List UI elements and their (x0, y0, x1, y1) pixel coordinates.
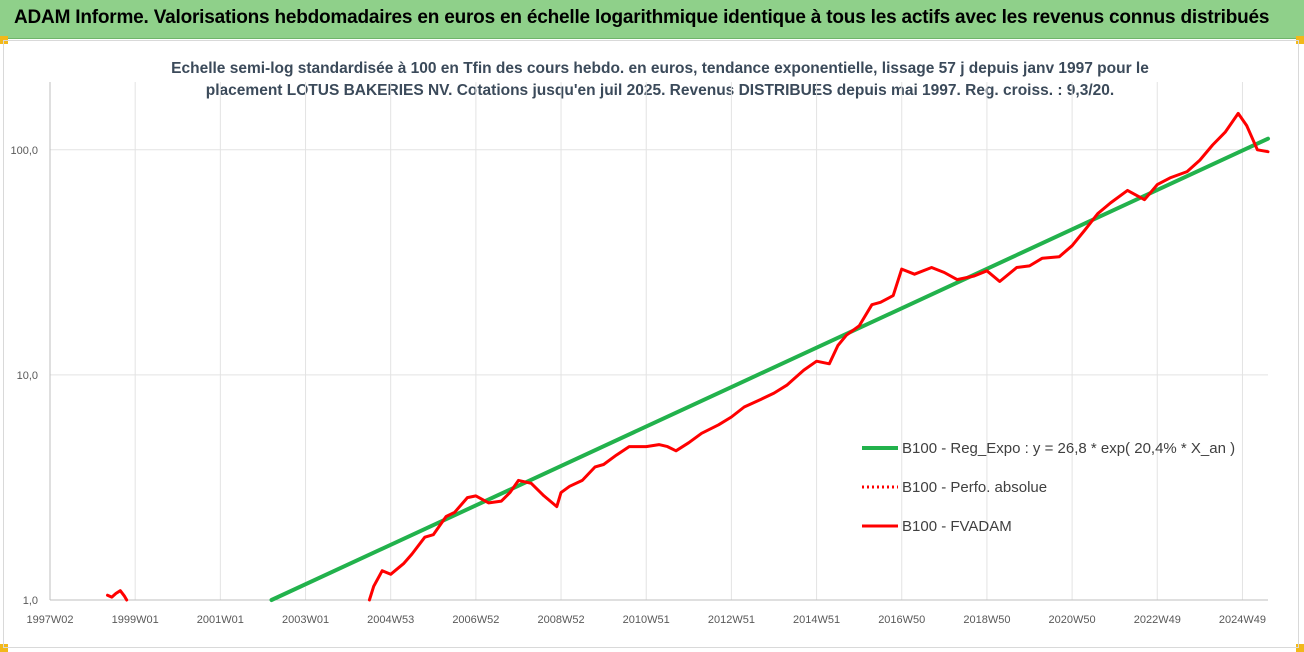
page-title: ADAM Informe. Valorisations hebdomadaire… (14, 7, 1270, 28)
x-tick-label: 2018W50 (963, 614, 1010, 626)
legend-label: B100 - Reg_Expo : y = 26,8 * exp( 20,4% … (902, 440, 1235, 457)
x-tick-label: 2016W50 (878, 614, 925, 626)
x-tick-label: 2008W52 (538, 614, 585, 626)
x-tick-label: 1997W02 (26, 614, 73, 626)
legend-label: B100 - Perfo. absolue (902, 479, 1047, 496)
legend-label: B100 - FVADAM (902, 518, 1012, 535)
title-banner: ADAM Informe. Valorisations hebdomadaire… (0, 0, 1304, 39)
corner-accent-bottom-right (1296, 644, 1304, 652)
chart-title: Echelle semi-log standardisée à 100 en T… (171, 60, 1149, 99)
corner-accent-bottom-left (0, 644, 8, 652)
x-tick-label: 2006W52 (452, 614, 499, 626)
x-tick-label: 2022W49 (1134, 614, 1181, 626)
axis-layer: 1997W02 1999W01 2001W01 2003W01 2004W53 2006W… (10, 82, 1268, 626)
y-tick-label: 1,0 (23, 595, 38, 607)
corner-accent-right (1296, 36, 1304, 44)
x-tick-label: 2012W51 (708, 614, 755, 626)
x-tick-label: 2010W51 (623, 614, 670, 626)
x-tick-label: 2003W01 (282, 614, 329, 626)
x-tick-label: 2014W51 (793, 614, 840, 626)
x-tick-label: 1999W01 (112, 614, 159, 626)
series-line (269, 136, 1270, 602)
x-tick-label: 2020W50 (1049, 614, 1096, 626)
legend: B100 - Reg_Expo : y = 26,8 * exp( 20,4% … (862, 440, 1235, 535)
y-tick-label: 10,0 (17, 370, 38, 382)
series-layer (106, 111, 1270, 602)
x-tick-label: 2004W53 (367, 614, 414, 626)
series-line (367, 111, 1270, 602)
y-tick-label: 100,0 (10, 145, 38, 157)
x-tick-label: 2024W49 (1219, 614, 1266, 626)
chart-frame (3, 40, 1299, 648)
grid-layer (49, 82, 1268, 601)
x-tick-label: 2001W01 (197, 614, 244, 626)
series-line (106, 589, 129, 602)
